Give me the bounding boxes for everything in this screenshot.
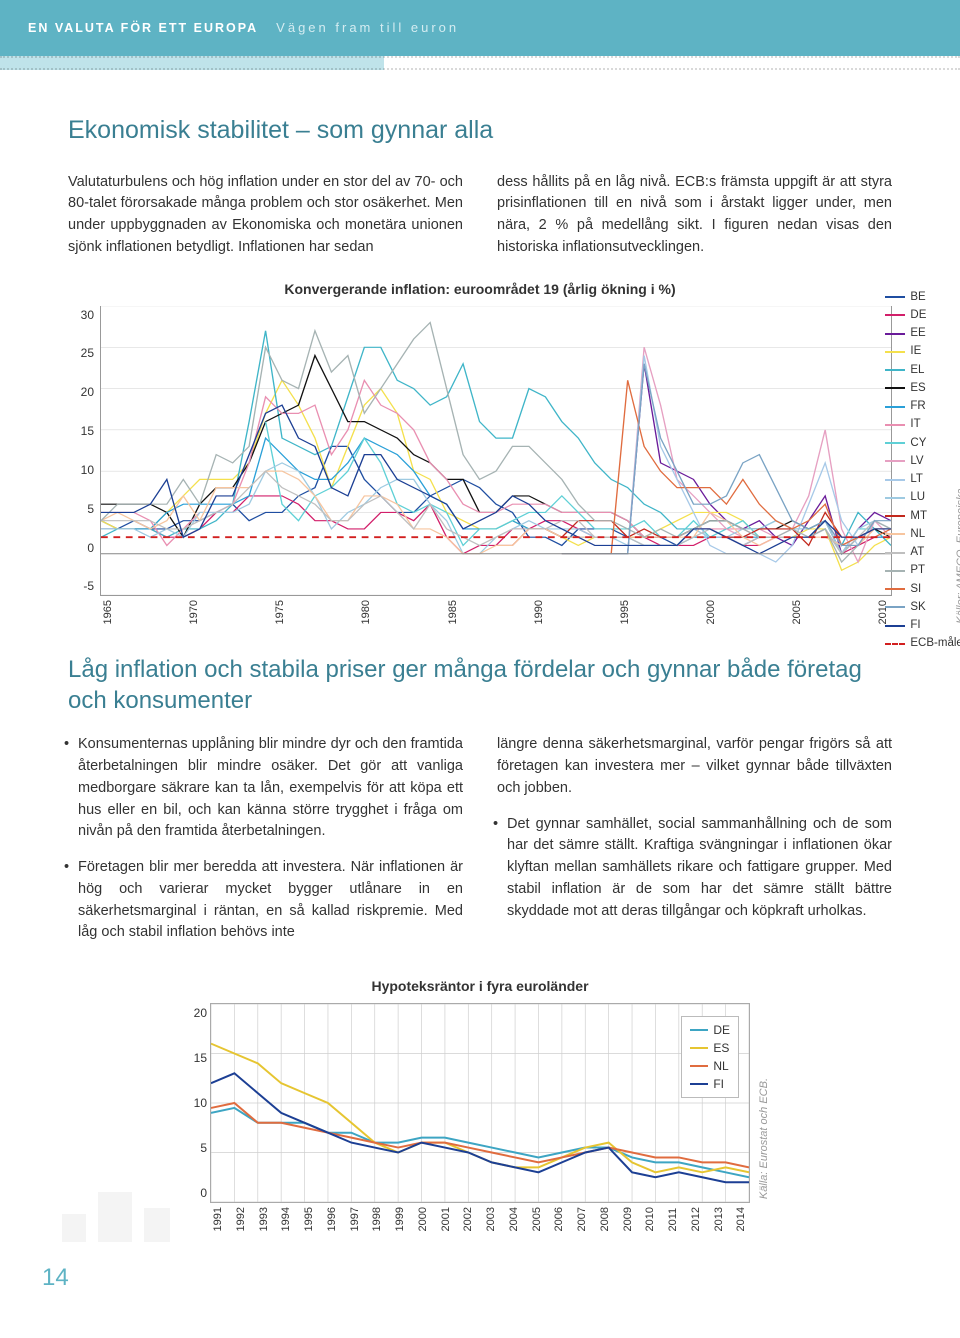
chart1-legend: BEDEEEIEELESFRITCYLVLTLUMTNLATPTSISKFIEC… — [885, 289, 960, 653]
inflation-chart: Konvergerande inflation: euroområdet 19 … — [68, 279, 892, 624]
intro-columns: Valutaturbulens och hög inflation under … — [68, 172, 892, 259]
chart2-title: Hypoteksräntor i fyra euroländer — [210, 976, 750, 997]
decorative-band — [0, 56, 960, 70]
bullets-left: Konsumenternas upplåning blir mindre dyr… — [68, 734, 463, 958]
bullets: Konsumenternas upplåning blir mindre dyr… — [68, 734, 892, 958]
chart1-plot — [100, 306, 892, 596]
running-header: EN VALUTA FÖR ETT EUROPA Vägen fram till… — [0, 0, 960, 56]
mortgage-chart: Hypoteksräntor i fyra euroländer 2015105… — [210, 976, 750, 1231]
chart2-x-axis: 1991199219931994199519961997199819992000… — [210, 1207, 750, 1231]
chart1-y-axis: 302520151050-5 — [68, 306, 100, 596]
chart1-source: Källor: AMECO, Europeiska kommissionen. — [953, 451, 960, 624]
chart1-title: Konvergerande inflation: euroområdet 19 … — [68, 279, 892, 300]
section-title: Ekonomisk stabilitet – som gynnar alla — [68, 112, 892, 150]
chart2-legend: DEESNLFI — [681, 1016, 739, 1098]
chart2-y-axis: 20151050 — [185, 1004, 207, 1202]
chart1-x-axis: 1965197019751980198519901995200020052010 — [68, 600, 892, 624]
intro-left: Valutaturbulens och hög inflation under … — [68, 172, 463, 259]
chart2-plot: 20151050 DEESNLFI — [210, 1003, 750, 1203]
header-title: EN VALUTA FÖR ETT EUROPA — [28, 19, 258, 38]
bullets-right: längre denna säkerhetsmarginal, varför p… — [497, 734, 892, 958]
section-subtitle: Låg inflation och stabila priser ger mån… — [68, 654, 892, 716]
intro-right: dess hållits på en låg nivå. ECB:s främs… — [497, 172, 892, 259]
page-number: 14 — [42, 1260, 960, 1296]
header-subtitle: Vägen fram till euron — [276, 18, 459, 38]
chart2-source: Källa: Eurostat och ECB. — [756, 1078, 773, 1199]
